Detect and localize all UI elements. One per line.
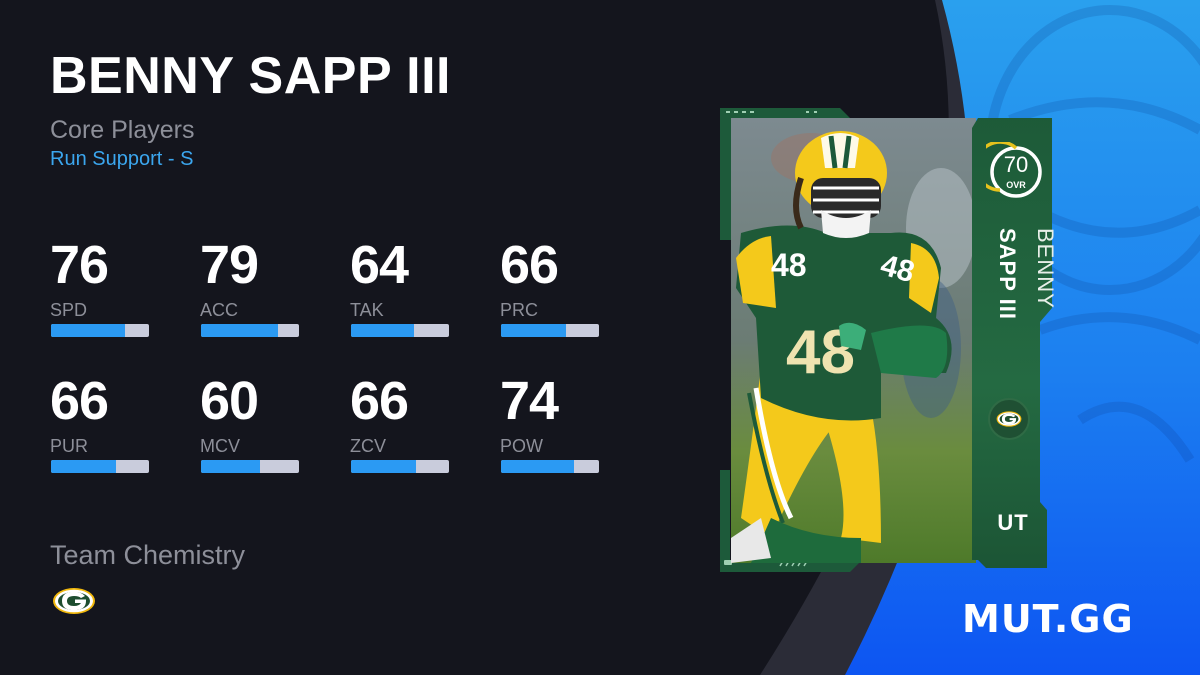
svg-text:48: 48 — [771, 247, 807, 283]
stats-grid: 76 SPD 79 ACC 64 TAK 66 PRC 66 PUR 60 MC… — [50, 238, 610, 478]
stat-spd: 76 SPD — [50, 238, 200, 342]
team-chemistry-label: Team Chemistry — [50, 540, 246, 570]
stat-zcv: 66 ZCV — [350, 374, 500, 478]
stat-prc: 66 PRC — [500, 238, 650, 342]
player-card[interactable]: 48 48 48 70 OVR B — [710, 100, 1065, 580]
stat-bar — [351, 460, 449, 473]
packers-g-logo-icon — [996, 411, 1022, 427]
card-side-panel — [972, 118, 1052, 568]
stat-label: PRC — [500, 300, 539, 320]
stat-label: ACC — [200, 300, 239, 320]
stat-value: 79 — [200, 235, 259, 295]
stat-label: PUR — [50, 436, 89, 456]
card-vertical-name: BENNY SAPP III — [972, 228, 1058, 428]
card-first-name: BENNY — [1033, 228, 1058, 309]
stat-label: POW — [500, 436, 543, 456]
mutgg-logo[interactable]: MUT.GG — [962, 597, 1134, 641]
stat-label: TAK — [350, 300, 384, 320]
stat-acc: 79 ACC — [200, 238, 350, 342]
stat-label: SPD — [50, 300, 88, 320]
stat-pur: 66 PUR — [50, 374, 200, 478]
stat-bar — [501, 460, 599, 473]
stat-value: 66 — [350, 371, 409, 431]
stat-bar — [351, 324, 449, 337]
stat-bar — [51, 324, 149, 337]
stat-value: 66 — [50, 371, 109, 431]
card-frame — [720, 108, 860, 572]
stat-mcv: 60 MCV — [200, 374, 350, 478]
stat-value: 76 — [50, 235, 109, 295]
stat-value: 66 — [500, 235, 559, 295]
ovr-value: 70 — [1003, 152, 1029, 177]
stat-bar — [51, 460, 149, 473]
player-archetype: Run Support - S — [50, 148, 194, 170]
packers-g-logo-icon[interactable] — [52, 587, 96, 615]
stat-bar — [201, 324, 299, 337]
player-name: BENNY SAPP III — [50, 47, 451, 105]
player-category: Core Players — [50, 116, 195, 144]
stat-bar — [501, 324, 599, 337]
stat-value: 60 — [200, 371, 259, 431]
overall-rating: 70 OVR — [974, 140, 1046, 202]
ovr-label: OVR — [1006, 180, 1026, 190]
card-last-name: SAPP III — [995, 228, 1020, 320]
stat-label: MCV — [200, 436, 240, 456]
stat-bar — [201, 460, 299, 473]
stat-pow: 74 POW — [500, 374, 650, 478]
card-team-badge — [988, 398, 1030, 440]
card-program-label: UT — [997, 510, 1029, 535]
player-photo: 48 48 48 — [731, 118, 976, 563]
stat-value: 74 — [500, 371, 559, 431]
stat-value: 64 — [350, 235, 409, 295]
stat-tak: 64 TAK — [350, 238, 500, 342]
stat-label: ZCV — [350, 436, 386, 456]
